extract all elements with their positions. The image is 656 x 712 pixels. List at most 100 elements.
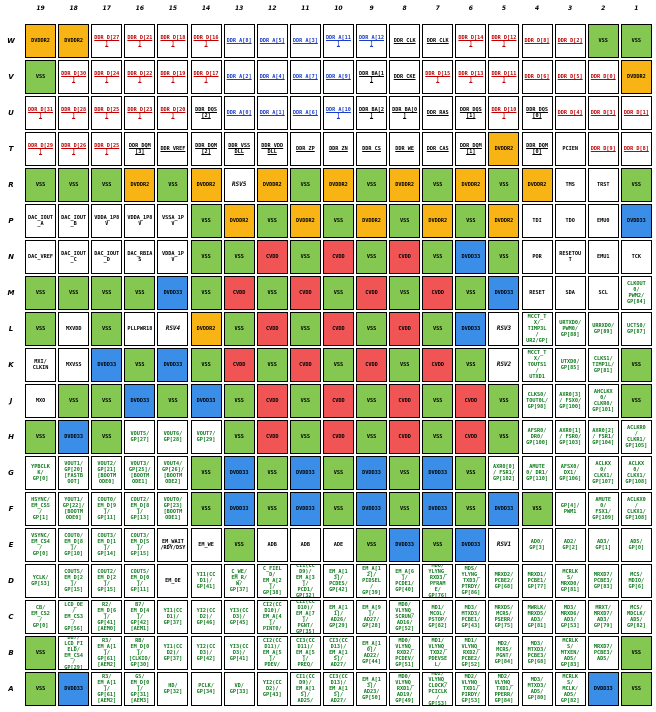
row-label: J: [9, 397, 13, 405]
ball-cell: VSS: [455, 456, 487, 490]
row-label: P: [8, 217, 14, 225]
ball-cell: VSS: [256, 276, 288, 310]
ball-cell: DVDDR2: [223, 204, 255, 238]
ball-signal-label: DVDDR2: [64, 38, 84, 44]
row-label: K: [8, 361, 14, 369]
column-number: 13: [234, 5, 244, 12]
ball-signal-label: HSYNC/ EM_CS5 / GP[1]: [31, 497, 50, 521]
ball-signal-label: DDR_D[14]: [458, 35, 484, 47]
ball-signal-label: DDR_ZN: [329, 146, 348, 152]
ball-cell: DDR_A[1]: [256, 96, 288, 130]
ball-signal-label: VSS: [433, 254, 443, 260]
ball-signal-label: AMUTE 0/ FSX1/ GP[109]: [592, 497, 615, 521]
ball-signal-label: AXR0[1] / FSR0/ GP[103]: [559, 428, 582, 446]
ball-signal-label: VSS: [333, 218, 344, 224]
ball-cell: DDR_D[18]: [157, 24, 189, 58]
ball-signal-label: VSS: [135, 362, 145, 368]
ball-cell: VSS: [58, 384, 90, 418]
ball-cell: DDR_D[3]: [587, 96, 619, 130]
ball-signal-label: MD2/ VLYNQ_ CLOCK/ PCICLK / GP[53]: [428, 672, 448, 706]
ball-signal-label: VSS: [201, 506, 211, 512]
ball-signal-label: VSS: [631, 38, 642, 44]
ball-signal-label: VSS: [333, 470, 344, 476]
ball-signal-label: MD3/ MTXD3/ PCBE1/ GP[43]: [461, 605, 481, 629]
ball-cell: DVDD33: [455, 312, 487, 346]
ball-cell: DDR_ZP: [289, 132, 321, 166]
ball-signal-label: MRXD7/ PCBE3/ AD5/: [593, 644, 613, 662]
ball-cell: DDR_A[2]: [223, 60, 255, 94]
ball-signal-label: VSS: [499, 434, 509, 440]
ball-signal-label: VSS: [333, 362, 344, 368]
ball-signal-label: DVDD33: [494, 290, 514, 296]
ball-cell: DDR_DQM [0]: [521, 132, 553, 166]
ball-cell: VSS: [25, 276, 57, 310]
ball-cell: DVDD33: [422, 492, 454, 526]
ball-cell: RSV2: [488, 348, 520, 382]
ball-signal-label: COUT3/ EM_D[5 ]/ GP[15]: [130, 533, 150, 557]
ball-cell: DAC_VREF: [25, 240, 57, 274]
ball-cell: AFSR0/ DR0/ GP[100]: [521, 420, 553, 454]
ball-signal-label: VSS: [35, 290, 46, 296]
ball-cell: DAC_RBIA S: [124, 240, 156, 274]
ball-cell: TCK: [620, 240, 652, 274]
ball-signal-label: CVDD: [332, 398, 345, 404]
ball-cell: MXVDD: [58, 312, 90, 346]
ball-cell: YCLK/ GP[53]: [25, 564, 57, 598]
ball-signal-label: TCK: [631, 254, 642, 260]
ball-cell: DVDD33: [389, 528, 421, 562]
column-number: 4: [534, 5, 540, 12]
ball-cell: VSYNC/ EM_CS4 / GP[0]: [25, 528, 57, 562]
ball-cell: MD2/ VLYNQ_ TXD1/ PPERR/ GP[84]: [488, 672, 520, 706]
ball-cell: VSSA_1P V: [157, 204, 189, 238]
ball-signal-label: CVDD: [232, 290, 246, 296]
ball-signal-label: ACLKR0 / CLKR1/ GP[105]: [625, 425, 648, 449]
ball-signal-label: DDR_D[25]: [94, 107, 120, 119]
row-header-column: W V U T R P N M L K J H G F E D C B A: [0, 0, 22, 712]
ball-signal-label: YI2(CC D3)/ GP[42]: [196, 644, 216, 662]
ball-cell: VSS: [223, 420, 255, 454]
ball-signal-label: AD2/ GP[2]: [562, 539, 578, 551]
ball-signal-label: VSS: [234, 326, 244, 332]
ball-cell: DVDDR2: [58, 24, 90, 58]
ball-cell: VSS: [422, 168, 454, 202]
ball-cell: DVDDR2: [190, 168, 222, 202]
column-number: 19: [36, 5, 45, 12]
ball-cell: DVDD33: [157, 276, 189, 310]
ball-signal-label: DDR_A[6]: [292, 110, 318, 116]
ball-signal-label: DVDD33: [196, 398, 216, 404]
ball-signal-label: VSS: [234, 434, 244, 440]
ball-signal-label: DVDD33: [130, 398, 150, 404]
row-label: B: [8, 649, 14, 657]
ball-signal-label: DVDD33: [461, 542, 481, 548]
ball-cell: VSS: [256, 204, 288, 238]
ball-cell: AXR0[2] / FSR1/ GP[104]: [587, 420, 619, 454]
ball-signal-label: VSS: [466, 218, 476, 224]
ball-cell: VSS: [620, 672, 652, 706]
ball-signal-label: DDR_VREF: [160, 146, 186, 152]
ball-cell: AMUTE 0/ DR1/ GP[110]: [521, 456, 553, 490]
ball-signal-label: PLLPWR18: [127, 326, 153, 332]
ball-cell: DDR_DQS [2]: [190, 96, 222, 130]
ball-cell: CVDD: [322, 384, 354, 418]
ball-signal-label: EM_A[1 1]/ AD26/ GP[29]: [329, 605, 348, 629]
ball-signal-label: DVDD33: [229, 470, 249, 476]
ball-cell: DVDDR2: [455, 168, 487, 202]
ball-cell: DVDD33: [58, 672, 90, 706]
ball-cell: DVDD33: [356, 456, 388, 490]
ball-cell: VSS: [25, 636, 57, 670]
ball-signal-label: MD2/ MCRS/ PGNT/ GP[84]: [494, 641, 514, 665]
ball-signal-label: TDI: [532, 218, 542, 224]
ball-cell: DDR_D[26]: [58, 132, 90, 166]
ball-signal-label: DDR_D[31]: [28, 107, 54, 119]
ball-cell: DDR_D[10]: [488, 96, 520, 130]
ball-cell: DVDDR2: [356, 204, 388, 238]
ball-signal-label: CI2(CC D10)/ EM_A[4 ]/ PINT0/: [262, 602, 282, 632]
ball-cell: VSS: [488, 420, 520, 454]
ball-signal-label: DDR_CLK: [426, 38, 449, 44]
ball-signal-label: URTXD0/ PWM0/ GP[88]: [559, 320, 582, 338]
ball-cell: VSS: [25, 420, 57, 454]
ball-cell: DVDD33: [289, 492, 321, 526]
ball-cell: DDR_VREF: [157, 132, 189, 166]
ball-cell: DDR_D[12]: [488, 24, 520, 58]
ball-cell: DVDD33: [91, 348, 123, 382]
